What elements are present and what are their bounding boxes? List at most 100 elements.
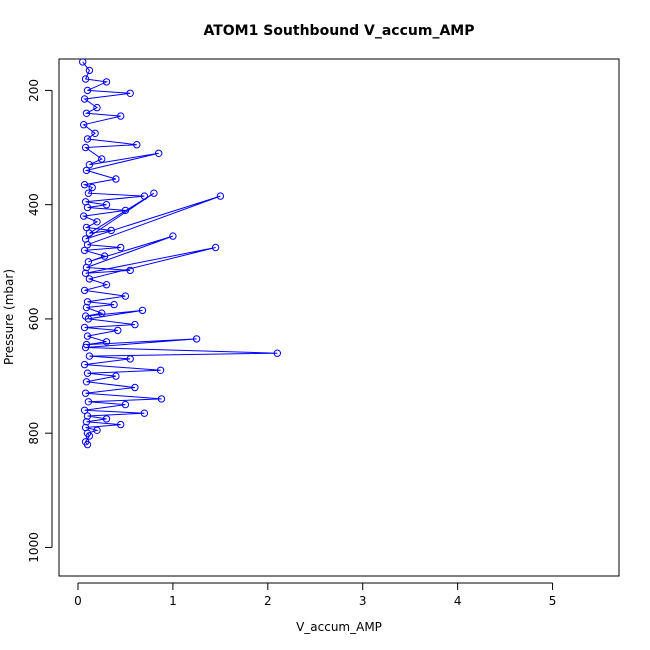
y-axis-label: Pressure (mbar) [2,269,16,365]
data-point [84,398,93,406]
y-tick-label: 200 [27,79,41,102]
data-point [81,343,90,352]
series-layer [79,59,281,449]
x-tick-label: 3 [359,594,367,608]
data-point [110,300,118,309]
data-point [121,400,130,409]
data-point [80,95,89,103]
data-point [133,141,141,149]
data-point [80,406,89,414]
data-point [102,338,111,346]
x-axis: 0 1 2 3 4 5 [74,582,557,608]
data-point [93,218,101,226]
data-point [83,298,92,306]
chart-title: ATOM1 Southbound V_accum_AMP [203,23,474,39]
y-tick-label: 400 [27,193,41,216]
data-point [84,315,93,323]
data-point [83,440,92,449]
data-point [216,192,225,200]
data-point [85,161,94,169]
data-point [98,309,106,317]
data-point [114,326,122,335]
data-point [81,389,90,397]
data-point [155,149,163,158]
data-point [93,426,101,434]
data-point [117,112,125,120]
data-point [80,212,88,220]
data-point [107,226,115,235]
data-point [81,269,90,277]
data-point [121,206,130,215]
data-point [83,241,92,249]
data-point [117,420,125,429]
x-tick-label: 1 [169,594,177,608]
data-point [91,129,99,138]
data-point [82,263,91,272]
data-point [83,203,92,212]
data-point [80,286,89,295]
data-point [273,349,281,357]
data-point [131,320,139,329]
x-axis-label: V_accum_AMP [296,620,382,634]
data-point [126,266,134,275]
data-point [82,418,91,426]
data-point [84,189,93,197]
x-tick-label: 5 [549,594,557,608]
data-point [82,303,91,312]
data-point [83,332,92,340]
data-point [88,183,96,192]
data-point [93,103,101,112]
data-point [98,155,106,163]
x-tick-label: 4 [454,594,462,608]
data-point [102,415,111,423]
data-point [138,306,147,315]
data-point [85,229,94,237]
data-point [192,335,201,343]
series-line [81,61,278,445]
data-point [112,372,120,380]
data-point [102,201,111,209]
y-tick-label: 1000 [27,532,41,563]
data-point [121,292,130,300]
data-point [80,323,89,332]
data-point [85,66,94,75]
data-point [100,252,109,260]
data-point [126,89,134,98]
data-point [117,243,125,252]
data-point [85,352,94,360]
data-point [81,75,90,83]
x-tick-label: 2 [264,594,272,608]
data-point [80,360,89,369]
data-point [102,78,111,86]
data-point [79,59,87,66]
data-point [156,366,165,374]
data-point [80,181,89,189]
y-tick-label: 600 [27,307,41,330]
data-point [82,340,91,349]
data-point [82,166,91,175]
data-point [82,223,91,232]
data-point [157,395,166,403]
data-point [140,192,149,200]
data-point [140,409,149,417]
data-point [80,246,89,255]
data-point [131,383,139,392]
data-point [126,355,134,363]
data-point [83,86,92,95]
plot-area [58,58,620,577]
data-point [102,281,111,289]
y-axis: 200 400 600 800 1000 [27,79,53,563]
data-point [211,243,220,252]
data-point [83,369,92,377]
data-point [81,143,90,152]
data-point [80,121,88,129]
data-point [150,189,158,197]
data-point [169,232,177,240]
data-point [82,378,91,386]
data-point [83,135,92,143]
x-tick-label: 0 [74,594,82,608]
data-point [85,432,94,440]
y-tick-label: 800 [27,422,41,445]
data-point [112,175,120,183]
